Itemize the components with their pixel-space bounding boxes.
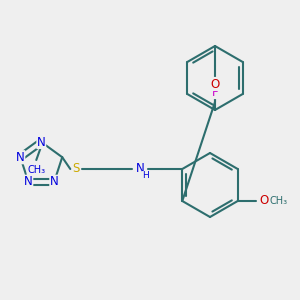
Text: CH₃: CH₃: [27, 165, 45, 175]
Text: H: H: [142, 172, 149, 181]
Text: N: N: [37, 136, 46, 148]
Text: N: N: [136, 163, 145, 176]
Text: S: S: [73, 163, 80, 176]
Text: F: F: [212, 85, 218, 98]
Text: N: N: [16, 151, 25, 164]
Text: N: N: [24, 175, 33, 188]
Text: O: O: [210, 77, 220, 91]
Text: N: N: [50, 175, 58, 188]
Text: CH₃: CH₃: [270, 196, 288, 206]
Text: O: O: [259, 194, 268, 208]
